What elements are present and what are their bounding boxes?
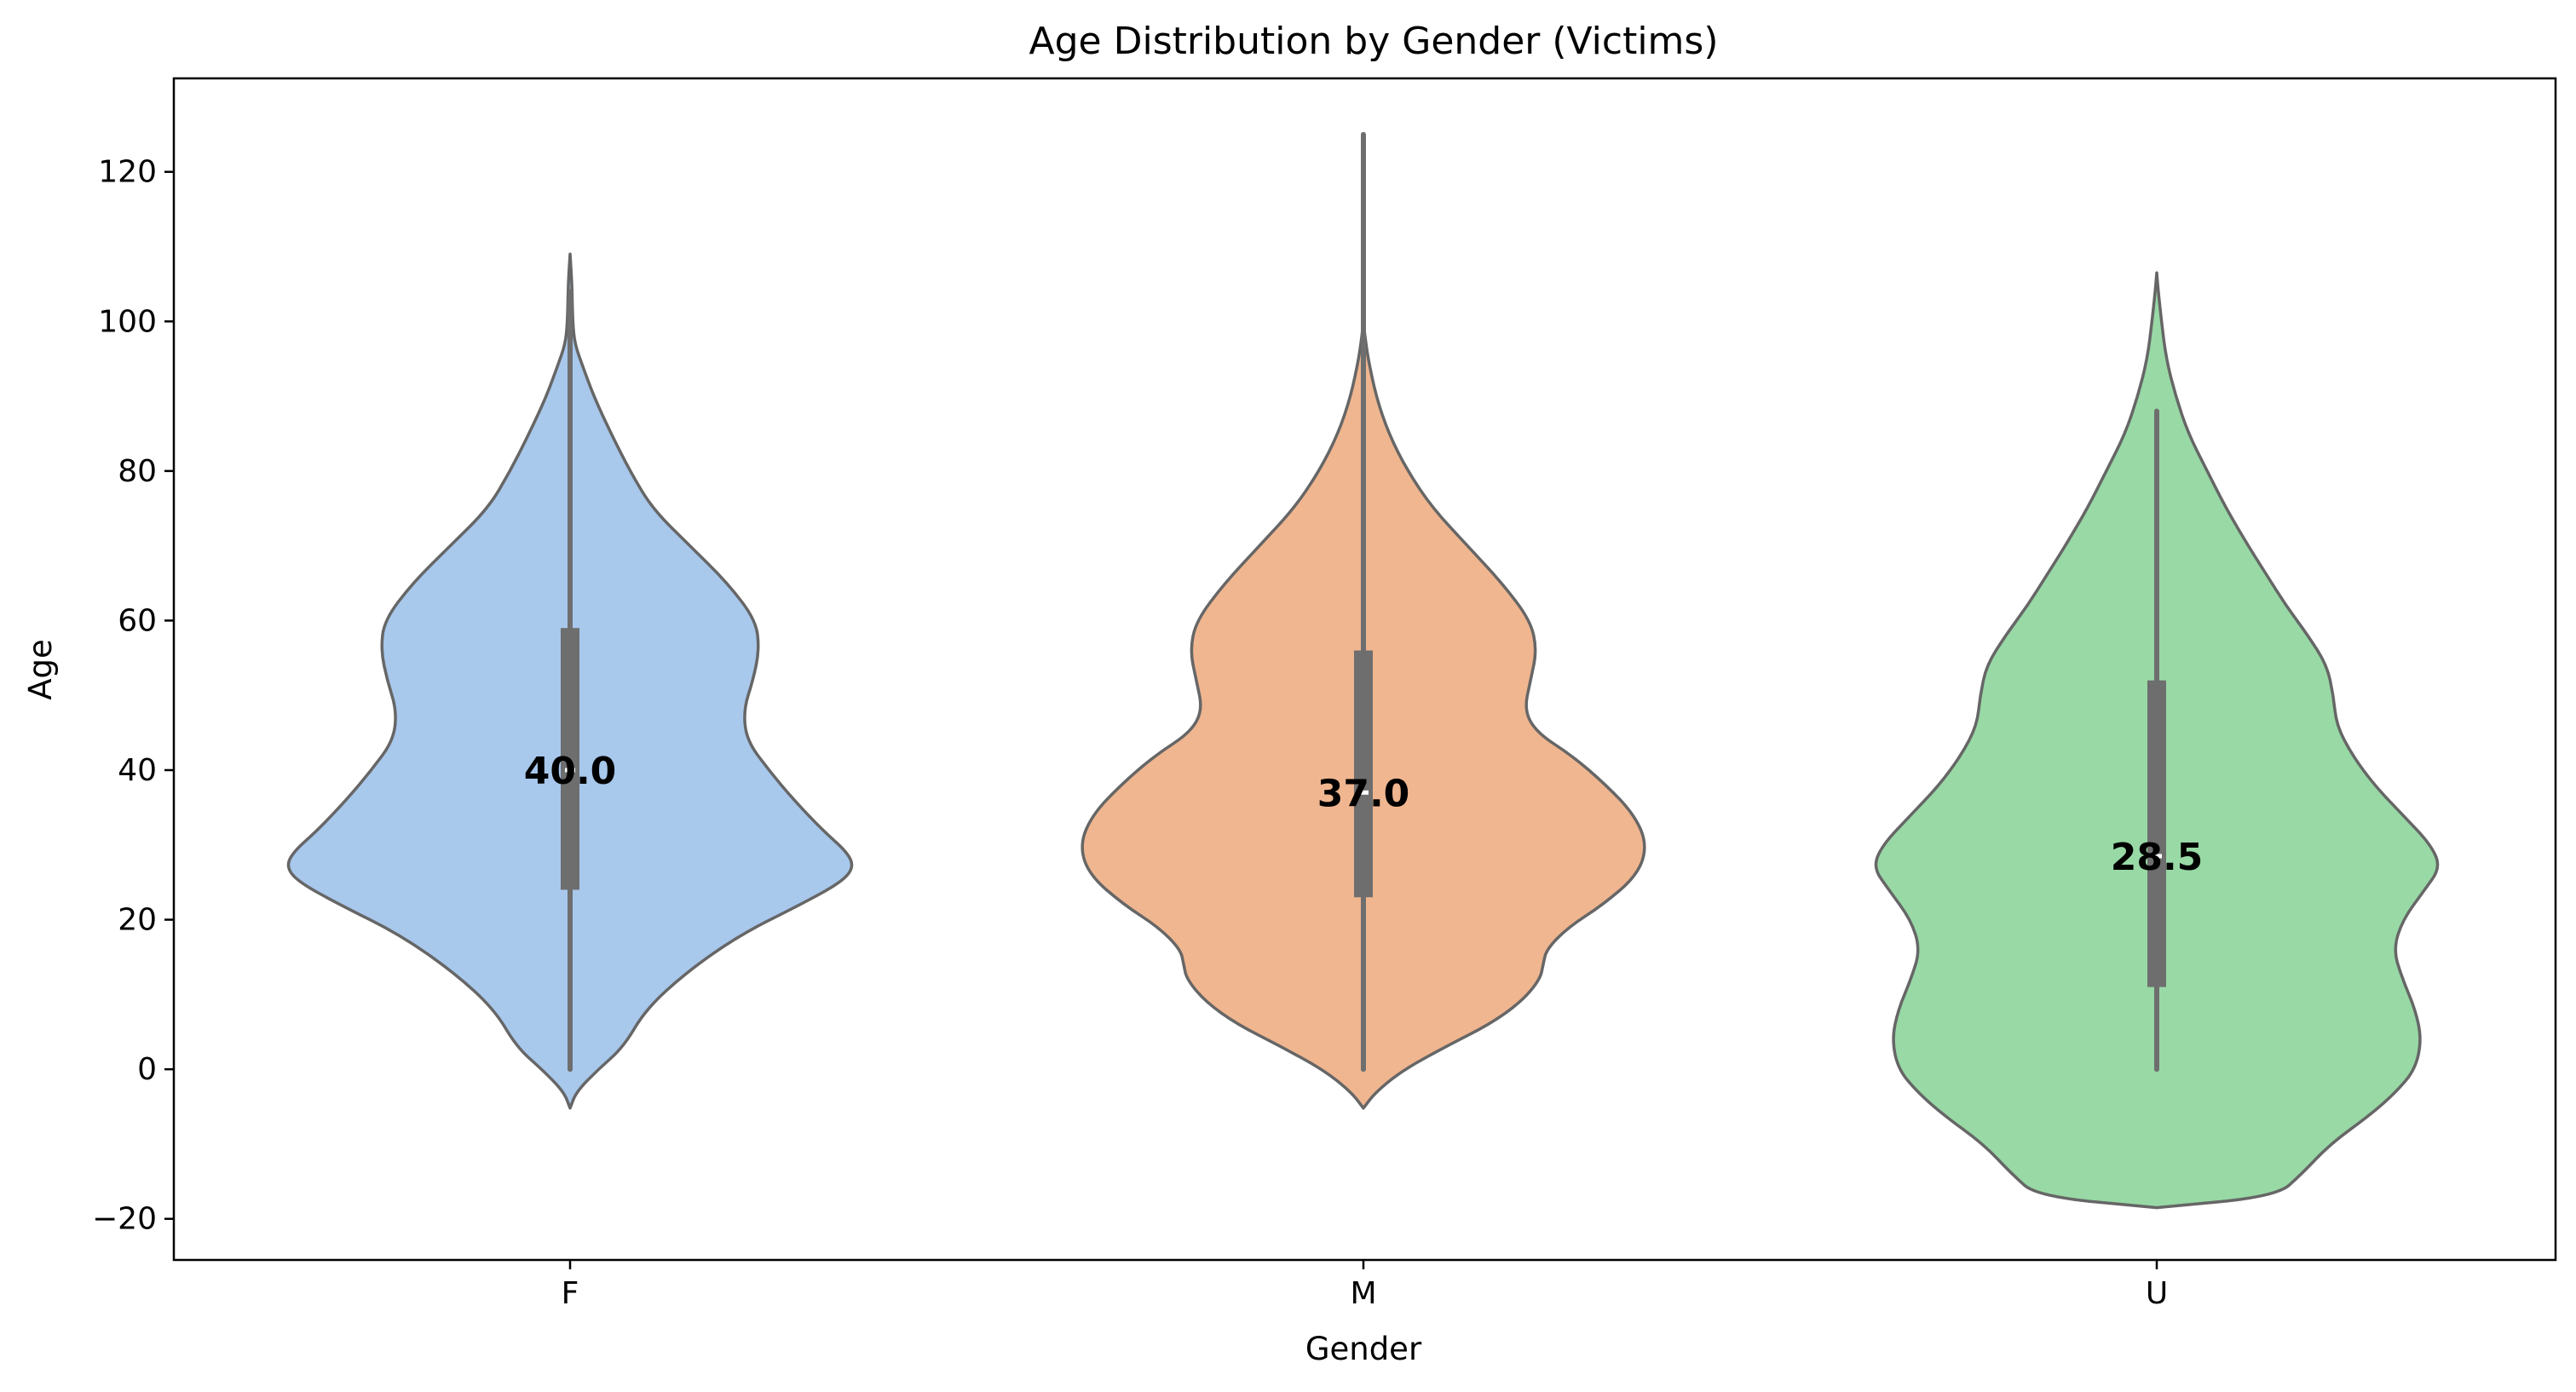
y-axis-label: Age xyxy=(22,639,59,700)
median-marker-f xyxy=(565,768,575,773)
median-label-f: 40.0 xyxy=(524,750,617,793)
y-tick-label-60: 60 xyxy=(118,603,157,638)
y-tick-label-40: 40 xyxy=(118,753,157,788)
y-axis: −20 0 20 40 60 80 100 120 xyxy=(92,155,174,1237)
x-tick-label-f: F xyxy=(562,1276,579,1311)
iqr-box-u xyxy=(2147,680,2166,987)
median-marker-m xyxy=(1358,790,1369,795)
plot-area-frame xyxy=(172,77,2557,1262)
iqr-box-f xyxy=(561,628,579,890)
x-tick-label-u: U xyxy=(2146,1276,2168,1311)
y-tick-label-120: 120 xyxy=(98,155,157,190)
x-axis-label: Gender xyxy=(1305,1331,1422,1367)
boxplots-group xyxy=(561,131,2166,1073)
y-tick-label-0: 0 xyxy=(137,1052,157,1087)
y-tick-label-100: 100 xyxy=(98,304,157,339)
median-labels-group: 40.0 37.0 28.5 xyxy=(524,750,2204,879)
median-label-u: 28.5 xyxy=(2111,836,2204,879)
y-tick-label-80: 80 xyxy=(118,454,157,489)
iqr-box-m xyxy=(1354,650,1373,898)
chart-title: Age Distribution by Gender (Victims) xyxy=(1029,20,1719,63)
median-label-m: 37.0 xyxy=(1317,772,1410,815)
median-marker-u xyxy=(2152,854,2162,859)
y-tick-label--20: −20 xyxy=(92,1202,157,1237)
y-tick-label-20: 20 xyxy=(118,903,157,938)
x-tick-label-m: M xyxy=(1350,1276,1376,1311)
